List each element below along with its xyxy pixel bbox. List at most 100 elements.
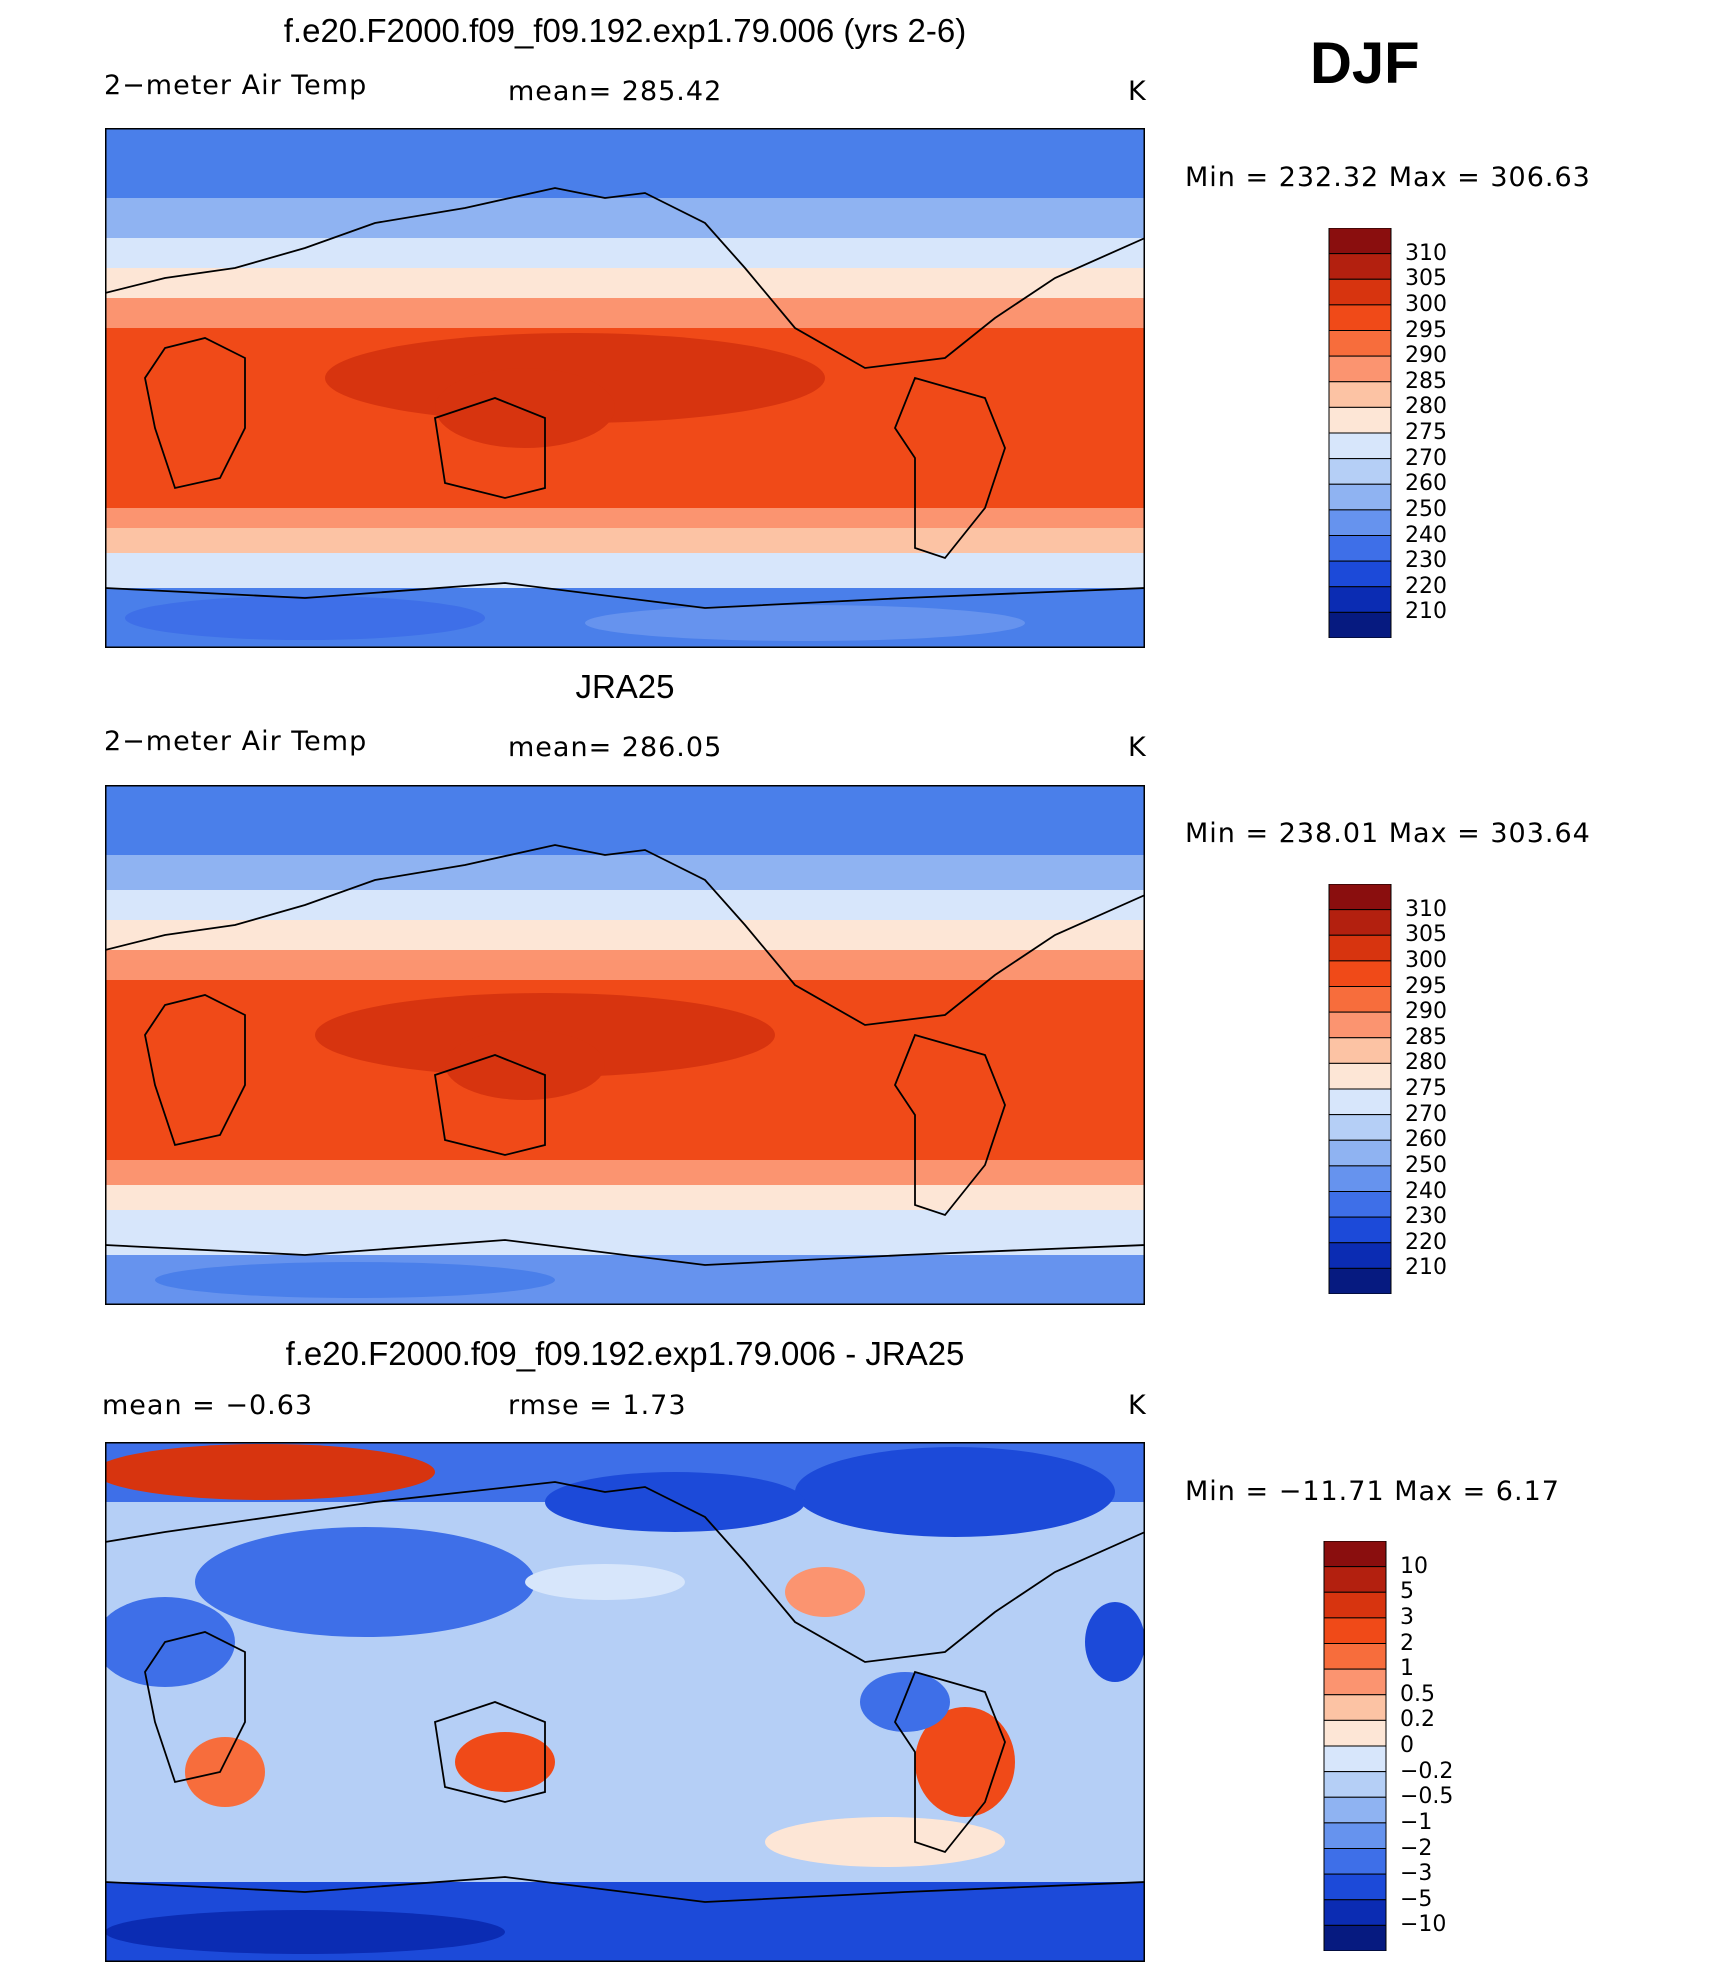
panel2-colorbar-label: 210 — [1405, 1255, 1447, 1281]
panel3-colorbar-label: 2 — [1400, 1630, 1414, 1656]
panel2-colorbar — [1325, 884, 1395, 1294]
panel1-colorbar-swatch — [1328, 355, 1392, 383]
panel3-colorbar-swatch — [1323, 1566, 1387, 1593]
panel2-colorbar-label: 250 — [1405, 1152, 1447, 1178]
panel1-colorbar-swatch — [1328, 509, 1392, 536]
panel2-title: JRA25 — [575, 668, 675, 705]
panel3-colorbar-swatch — [1323, 1668, 1387, 1696]
panel2-colorbar-label: 270 — [1405, 1101, 1447, 1127]
panel2-colorbar-label: 300 — [1405, 947, 1447, 973]
panel1-colorbar-swatch — [1328, 253, 1392, 280]
panel2-colorbar-swatch — [1328, 960, 1392, 987]
panel2-colorbar-swatch — [1328, 909, 1392, 936]
panel2-mean: mean= 286.05 — [508, 732, 723, 763]
panel3-colorbar-svg — [1323, 1541, 1387, 1951]
panel3-colorbar-swatch — [1323, 1873, 1387, 1901]
panel2-colorbar-label: 275 — [1405, 1076, 1447, 1101]
panel1-colorbar-label: 260 — [1405, 471, 1447, 497]
panel1-colorbar-label: 310 — [1405, 240, 1447, 266]
panel2-colorbar-swatch — [1328, 1139, 1392, 1167]
panel2-colorbar-labels: 310 305 300 295 290 285 280 275 270 260 250 240 230 2… — [1405, 884, 1525, 1294]
panel1-colorbar-label: 220 — [1405, 573, 1447, 599]
panel1-colorbar-label: 250 — [1405, 496, 1447, 522]
panel3-rmse: rmse = 1.73 — [508, 1390, 687, 1421]
panel1-colorbar-swatch — [1328, 406, 1392, 434]
panel2-colorbar-swatch — [1328, 1165, 1392, 1192]
panel3-colorbar-label: 0.5 — [1400, 1681, 1435, 1707]
panel1-colorbar-swatch — [1328, 560, 1392, 588]
panel2-colorbar-label: 285 — [1405, 1024, 1447, 1050]
panel2-colorbar-label: 305 — [1405, 922, 1447, 948]
panel1-colorbar-label: 210 — [1405, 599, 1447, 625]
panel2-map — [105, 785, 1145, 1305]
panel3-colorbar-label: −10 — [1400, 1912, 1447, 1938]
panel1-colorbar-label: 275 — [1405, 420, 1447, 445]
panel2-colorbar-swatch — [1328, 1062, 1392, 1090]
panel2-colorbar-label: 290 — [1405, 999, 1447, 1025]
panel3-mean: mean = −0.63 — [102, 1390, 314, 1421]
panel1-colorbar-label: 295 — [1405, 317, 1447, 343]
panel3-colorbar-label: −0.2 — [1400, 1758, 1454, 1784]
panel1-colorbar-swatch — [1328, 304, 1392, 331]
panel1-minmax: Min = 232.32 Max = 306.63 — [1185, 162, 1591, 193]
panel1-colorbar-swatch — [1328, 432, 1392, 460]
panel3-colorbar — [1320, 1541, 1390, 1951]
panel3-colorbar-label: −0.5 — [1400, 1784, 1454, 1810]
panel3-colorbar-label: 3 — [1400, 1604, 1414, 1630]
panel3-colorbar-label: −3 — [1400, 1861, 1433, 1887]
panel1-colorbar-label: 240 — [1405, 522, 1447, 548]
panel3-colorbar-swatch — [1323, 1745, 1387, 1773]
panel2-colorbar-swatch — [1328, 1267, 1392, 1294]
panel1-colorbar-label: 290 — [1405, 343, 1447, 369]
panel2-colorbar-label: 295 — [1405, 973, 1447, 999]
panel3-colorbar-label: −5 — [1400, 1886, 1433, 1912]
panel1-mean: mean= 285.42 — [508, 76, 723, 107]
panel2-colorbar-swatch — [1328, 1191, 1392, 1218]
panel2-colorbar-label: 280 — [1405, 1050, 1447, 1076]
panel1-colorbar-label: 305 — [1405, 266, 1447, 292]
panel3-colorbar-labels: 10 5 3 2 1 0.5 0.2 0 −0.2 −0.5 −1 −2 −3 −5 −10 — [1400, 1541, 1520, 1951]
panel2-colorbar-swatch — [1328, 1011, 1392, 1039]
panel1-colorbar-label: 280 — [1405, 394, 1447, 420]
panel2-colorbar-svg — [1328, 884, 1392, 1294]
panel3-colorbar-label: 0.2 — [1400, 1707, 1435, 1733]
panel3-map-svg — [105, 1442, 1145, 1962]
panel1-colorbar-swatch — [1328, 278, 1392, 306]
panel2-colorbar-label: 310 — [1405, 896, 1447, 922]
panel2-colorbar-swatch — [1328, 1216, 1392, 1244]
panel3-colorbar-label: −1 — [1400, 1809, 1433, 1835]
panel1-colorbar-swatch — [1328, 483, 1392, 511]
panel1-colorbar-labels: 310 305 300 295 290 285 280 275 270 260 250 240 230 2… — [1405, 228, 1525, 638]
panel2-colorbar-swatch — [1328, 1037, 1392, 1064]
panel3-minmax: Min = −11.71 Max = 6.17 — [1185, 1476, 1560, 1507]
panel1-colorbar-swatch — [1328, 611, 1392, 638]
panel3-map — [105, 1442, 1145, 1962]
panel2-colorbar-swatch — [1328, 1242, 1392, 1269]
panel3-colorbar-swatch — [1323, 1643, 1387, 1670]
panel3-colorbar-label: 1 — [1400, 1656, 1414, 1682]
panel1-colorbar-svg — [1328, 228, 1392, 638]
panel1-map-svg — [105, 128, 1145, 648]
panel2-colorbar-label: 260 — [1405, 1127, 1447, 1153]
panel1-colorbar-swatch — [1328, 228, 1392, 255]
panel2-variable-label: 2−meter Air Temp — [104, 726, 368, 757]
panel3-colorbar-label: −2 — [1400, 1835, 1433, 1861]
panel2-colorbar-label: 230 — [1405, 1204, 1447, 1230]
panel3-colorbar-swatch — [1323, 1899, 1387, 1926]
panel2-colorbar-label: 240 — [1405, 1178, 1447, 1204]
panel2-colorbar-swatch — [1328, 884, 1392, 911]
panel3-colorbar-label: 5 — [1400, 1579, 1414, 1605]
season-label: DJF — [1310, 31, 1420, 96]
panel3-colorbar-swatch — [1323, 1541, 1387, 1568]
panel1-colorbar-swatch — [1328, 458, 1392, 485]
panel2-minmax: Min = 238.01 Max = 303.64 — [1185, 818, 1591, 849]
panel3-colorbar-swatch — [1323, 1694, 1387, 1721]
panel1-colorbar-swatch — [1328, 586, 1392, 613]
panel3-title: f.e20.F2000.f09_f09.192.exp1.79.006 - JR… — [285, 1335, 965, 1372]
panel1-variable-label: 2−meter Air Temp — [104, 70, 368, 101]
panel3-colorbar-swatch — [1323, 1822, 1387, 1849]
panel1-title: f.e20.F2000.f09_f09.192.exp1.79.006 (yrs… — [283, 12, 967, 49]
panel3-colorbar-swatch — [1323, 1591, 1387, 1619]
panel3-colorbar-swatch — [1323, 1848, 1387, 1875]
panel3-units: K — [1128, 1390, 1147, 1421]
